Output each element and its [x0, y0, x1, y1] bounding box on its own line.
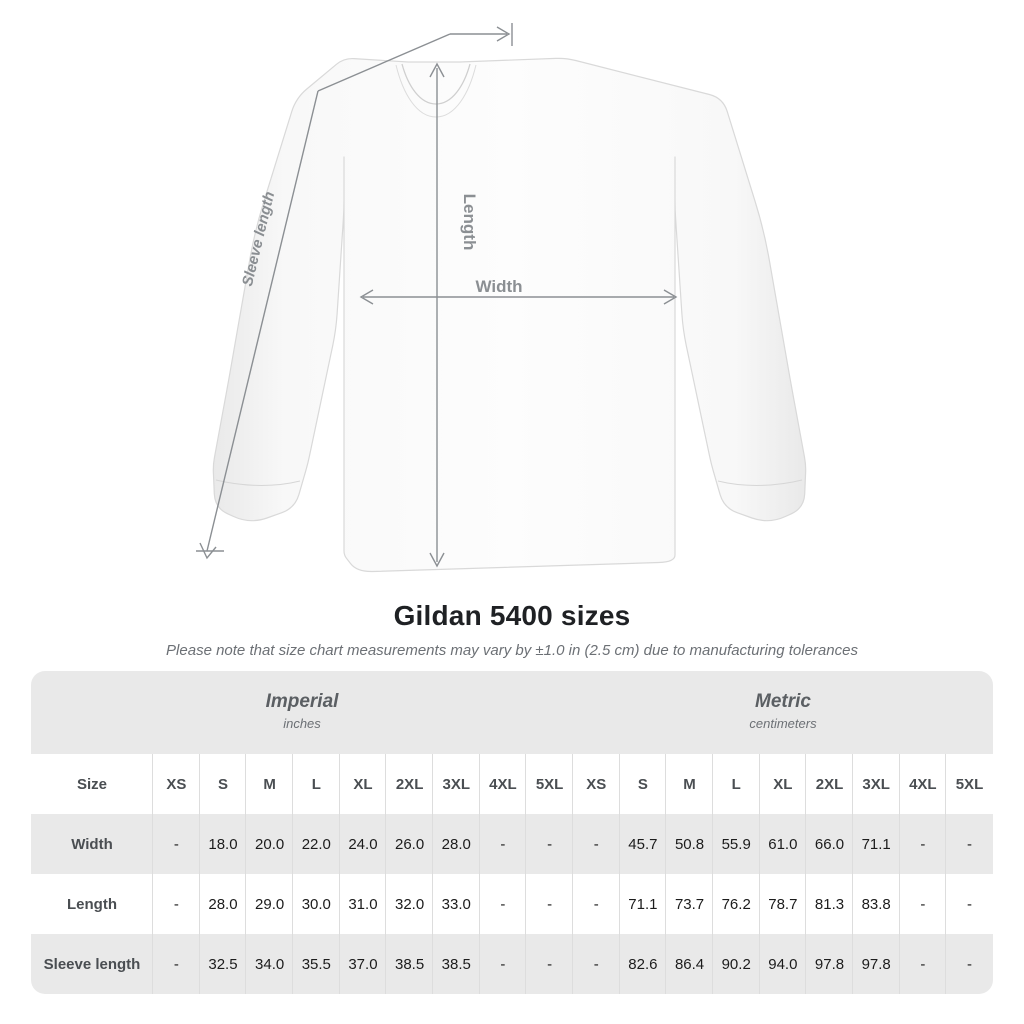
svg-text:Length: Length: [460, 194, 479, 251]
svg-text:Width: Width: [475, 277, 522, 296]
